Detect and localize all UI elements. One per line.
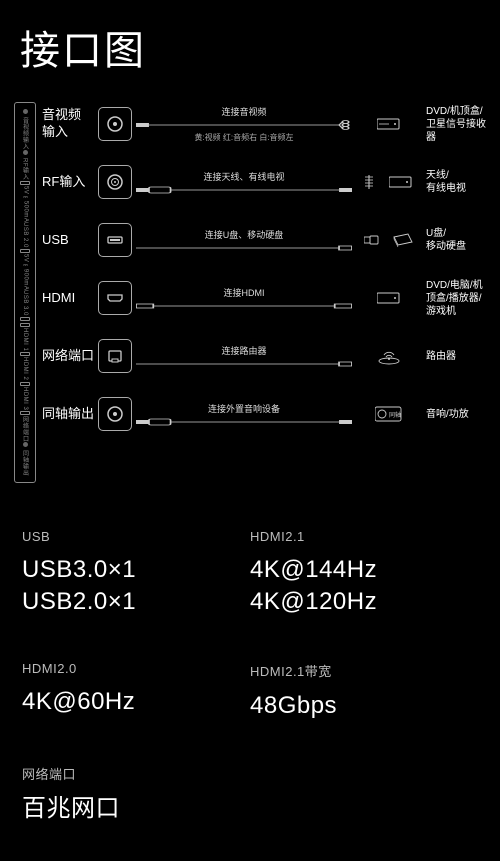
spec-head: HDMI2.0 xyxy=(22,661,250,676)
device-icon xyxy=(356,289,422,307)
port-label: 网络端口 xyxy=(42,348,94,365)
spec-cell: 网络端口百兆网口 xyxy=(22,764,478,825)
spec-head: 网络端口 xyxy=(22,764,478,783)
spec-row: HDMI2.0 4K@60HzHDMI2.1带宽 48Gbps xyxy=(22,661,478,722)
socket-icon xyxy=(98,397,132,431)
cable-label: 连接天线、有线电视 xyxy=(203,170,284,183)
page-title: 接口图 xyxy=(0,0,500,88)
device-label: DVD/电脑/机顶盒/播放器/游戏机 xyxy=(422,279,488,318)
device-icon xyxy=(356,173,422,191)
cable: 连接HDMI xyxy=(132,286,356,311)
socket-icon xyxy=(98,223,132,257)
port-row-spdif: 同轴输出 连接外置音响设备 音响/功放 xyxy=(42,392,488,436)
spec-head: HDMI2.1带宽 xyxy=(250,661,478,680)
spec-head: USB xyxy=(22,529,250,544)
socket-icon xyxy=(98,107,132,141)
port-label: USB xyxy=(42,232,94,249)
port-label: HDMI xyxy=(42,290,94,307)
spec-value: 百兆网口 xyxy=(22,793,478,825)
port-label: 同轴输出 xyxy=(42,406,94,423)
device-label: U盘/移动硬盘 xyxy=(422,227,488,253)
device-icon xyxy=(356,231,422,249)
device-label: DVD/机顶盒/卫星信号接收器 xyxy=(422,105,488,144)
socket-icon xyxy=(98,339,132,373)
spec-value: 48Gbps xyxy=(250,690,478,722)
cable: 连接外置音响设备 xyxy=(132,402,356,427)
port-row-lan: 网络端口 连接路由器 路由器 xyxy=(42,334,488,378)
port-row-av: 音视频输入 连接音视频黄:视频 红:音频右 白:音频左 DVD/机顶盒/卫星信号接收… xyxy=(42,102,488,146)
device-icon xyxy=(356,347,422,365)
spec-cell: HDMI2.1 4K@144Hz4K@120Hz xyxy=(250,529,478,619)
spec-head: HDMI2.1 xyxy=(250,529,478,544)
specs-grid: USB USB3.0×1USB2.0×1HDMI2.1 4K@144Hz4K@120… xyxy=(0,493,500,826)
port-label: RF输入 xyxy=(42,174,94,191)
spec-cell: HDMI2.0 4K@60Hz xyxy=(22,661,250,722)
spec-value: 4K@144Hz4K@120Hz xyxy=(250,554,478,619)
cable-label: 连接U盘、移动硬盘 xyxy=(205,228,284,241)
socket-icon xyxy=(98,281,132,315)
spec-cell: USB USB3.0×1USB2.0×1 xyxy=(22,529,250,619)
port-row-usb: USB 连接U盘、移动硬盘 U盘/移动硬盘 xyxy=(42,218,488,262)
device-label: 天线/有线电视 xyxy=(422,169,488,195)
socket-icon xyxy=(98,165,132,199)
device-label: 音响/功放 xyxy=(422,408,488,421)
cable: 连接音视频黄:视频 红:音频右 白:音频左 xyxy=(132,105,356,143)
cable: 连接U盘、移动硬盘 xyxy=(132,228,356,253)
spec-value: USB3.0×1USB2.0×1 xyxy=(22,554,250,619)
device-icon xyxy=(356,405,422,423)
cable: 连接天线、有线电视 xyxy=(132,170,356,195)
port-label: 音视频输入 xyxy=(42,107,94,141)
cable-label: 连接音视频 xyxy=(221,105,266,118)
sidestrip: 音视频输入 RF输入 5V⎓500mA USB 2.0 5V⎓900mA USB… xyxy=(14,102,36,483)
cable-label: 连接路由器 xyxy=(221,344,266,357)
spec-cell: HDMI2.1带宽 48Gbps xyxy=(250,661,478,722)
cable-label: 连接HDMI xyxy=(224,286,265,299)
port-row-hdmi: HDMI 连接HDMI DVD/电脑/机顶盒/播放器/游戏机 xyxy=(42,276,488,320)
spec-row: 网络端口百兆网口 xyxy=(22,764,478,825)
port-diagram: 音视频输入 RF输入 5V⎓500mA USB 2.0 5V⎓900mA USB… xyxy=(0,88,500,493)
cable-label: 连接外置音响设备 xyxy=(208,402,280,415)
spec-value: 4K@60Hz xyxy=(22,686,250,718)
port-row-rf: RF输入 连接天线、有线电视 天线/有线电视 xyxy=(42,160,488,204)
cable-sublabel: 黄:视频 红:音频右 白:音频左 xyxy=(194,132,293,143)
spec-row: USB USB3.0×1USB2.0×1HDMI2.1 4K@144Hz4K@120… xyxy=(22,529,478,619)
cable: 连接路由器 xyxy=(132,344,356,369)
device-icon xyxy=(356,115,422,133)
device-label: 路由器 xyxy=(422,350,488,363)
